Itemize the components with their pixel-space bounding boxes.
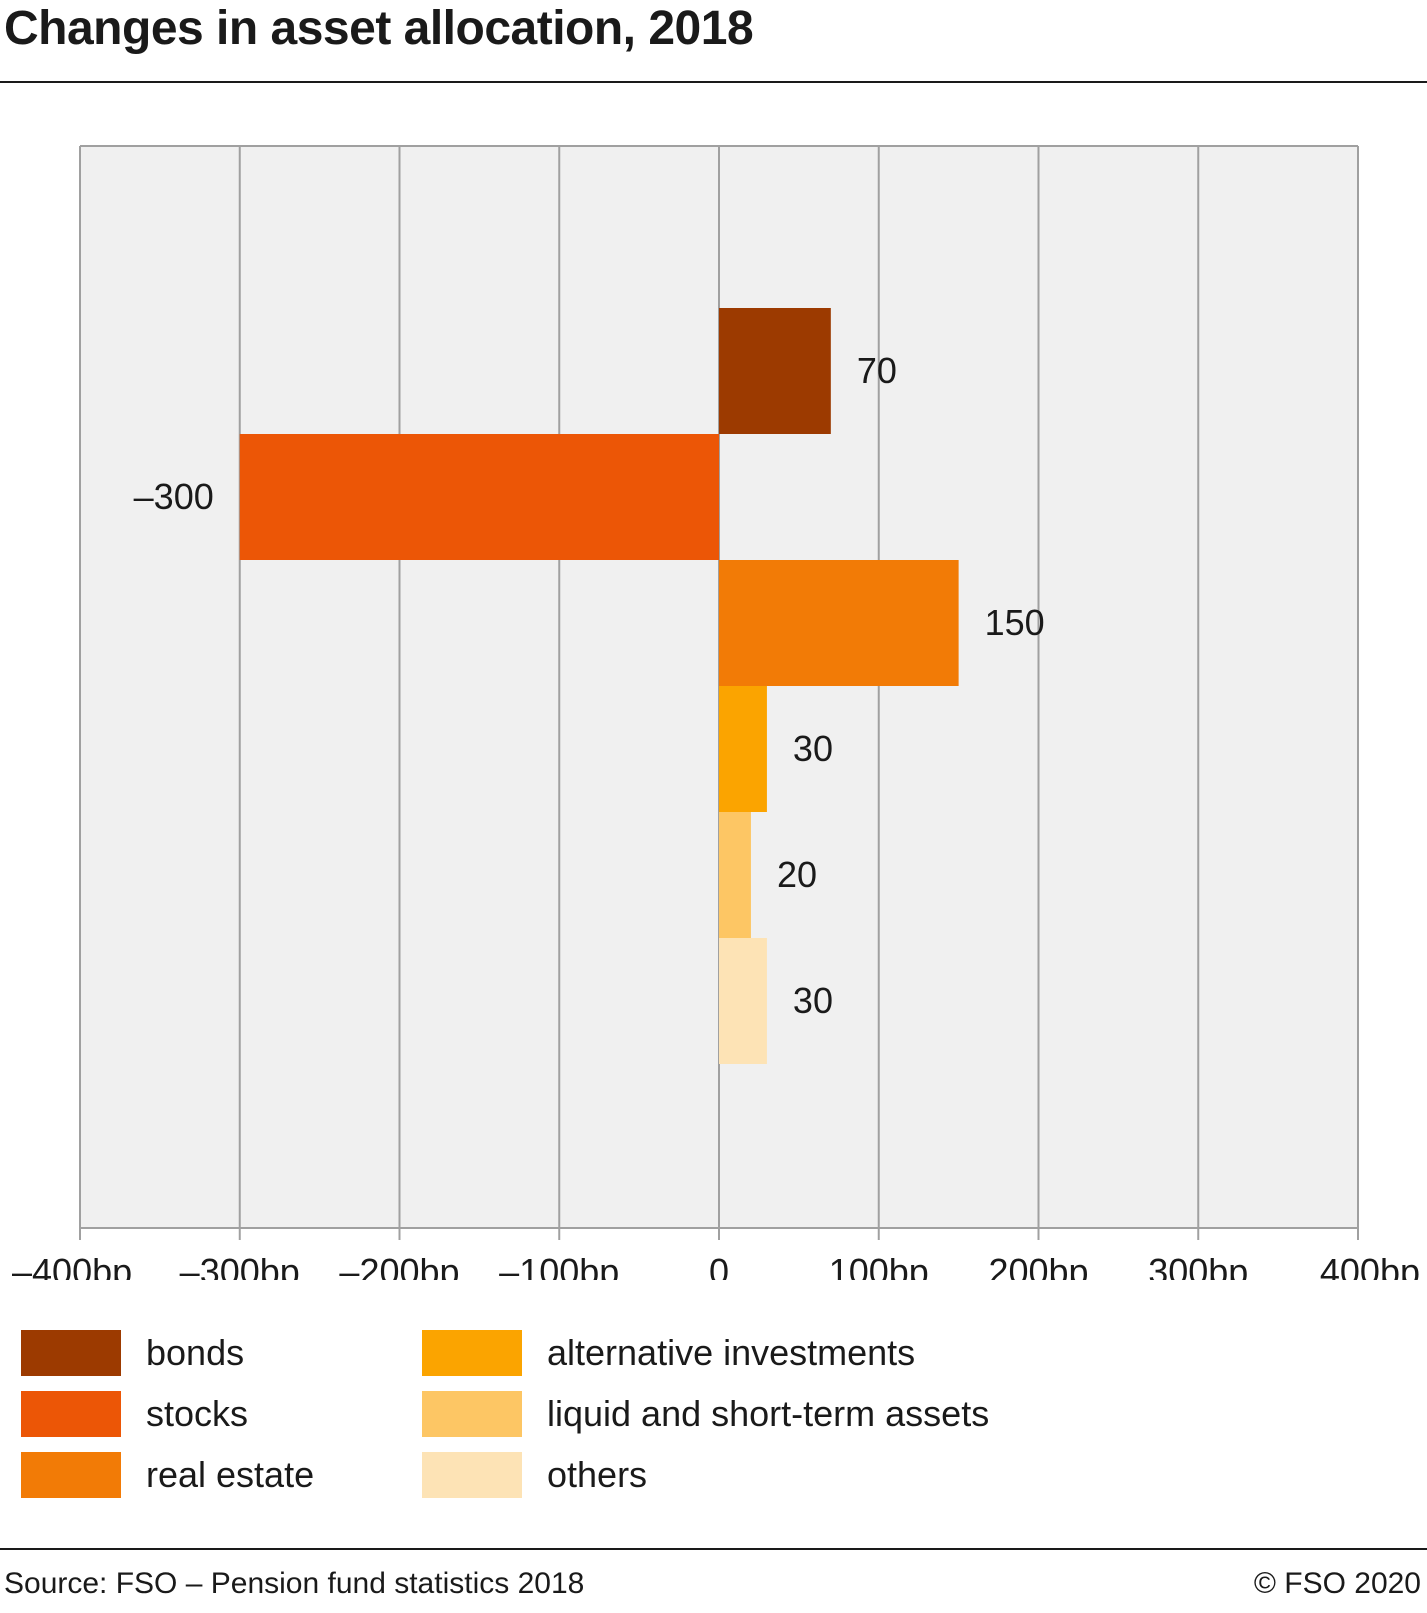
legend-label: real estate bbox=[146, 1454, 315, 1495]
bar-bonds bbox=[719, 308, 831, 434]
legend-swatch bbox=[21, 1452, 121, 1498]
bar-liquid-and-short-term-assets bbox=[719, 812, 751, 938]
legend-swatch bbox=[422, 1330, 522, 1376]
value-label-liquid-and-short-term-assets: 20 bbox=[777, 854, 817, 895]
bar-real-estate bbox=[719, 560, 959, 686]
x-tick-label: 300bp bbox=[1148, 1251, 1248, 1280]
footer-divider bbox=[0, 1548, 1427, 1550]
value-label-alternative-investments: 30 bbox=[793, 728, 833, 769]
bar-others bbox=[719, 938, 767, 1064]
title-divider bbox=[0, 81, 1427, 83]
legend-swatch bbox=[422, 1391, 522, 1437]
value-label-others: 30 bbox=[793, 980, 833, 1021]
legend-swatch bbox=[21, 1391, 121, 1437]
value-label-bonds: 70 bbox=[857, 350, 897, 391]
legend-label: stocks bbox=[146, 1393, 249, 1434]
bar-stocks bbox=[239, 434, 719, 560]
x-tick-label: 0 bbox=[709, 1251, 729, 1280]
x-tick-label: 100bp bbox=[829, 1251, 929, 1280]
legend-label: alternative investments bbox=[547, 1332, 916, 1373]
bar-chart: 70 –300 150 30 20 30 –400bp –300bp –200bp –100bp… bbox=[12, 145, 1420, 1280]
legend-swatch bbox=[21, 1330, 121, 1376]
bar-alternative-investments bbox=[719, 686, 767, 812]
legend-swatch bbox=[422, 1452, 522, 1498]
x-tick-label: –200bp bbox=[339, 1251, 459, 1280]
x-tick-label: –300bp bbox=[180, 1251, 300, 1280]
legend-label: bonds bbox=[146, 1332, 245, 1373]
page-title: Changes in asset allocation, 2018 bbox=[4, 2, 754, 55]
x-tick-label: –100bp bbox=[499, 1251, 619, 1280]
value-label-real-estate: 150 bbox=[985, 602, 1045, 643]
source-note: Source: FSO – Pension fund statistics 20… bbox=[4, 1567, 585, 1600]
x-tick-label: –400bp bbox=[12, 1251, 132, 1280]
value-label-stocks: –300 bbox=[134, 476, 214, 517]
legend-label: others bbox=[547, 1454, 648, 1495]
copyright-note: © FSO 2020 bbox=[1253, 1567, 1421, 1600]
x-tick-label: 400bp bbox=[1320, 1251, 1420, 1280]
x-tick-label: 200bp bbox=[988, 1251, 1088, 1280]
legend-label: liquid and short-term assets bbox=[547, 1393, 990, 1434]
legend: bonds stocks real estate alternative invest… bbox=[0, 1330, 1427, 1510]
